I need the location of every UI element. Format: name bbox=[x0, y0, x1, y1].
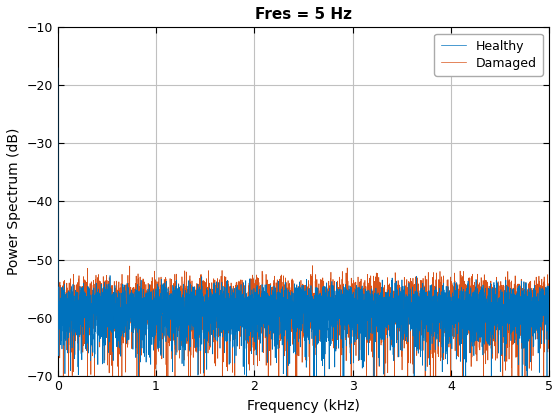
Damaged bbox=[349, 301, 356, 306]
Damaged bbox=[374, 271, 381, 276]
Damaged bbox=[54, 48, 61, 53]
Healthy bbox=[54, 66, 61, 71]
X-axis label: Frequency (kHz): Frequency (kHz) bbox=[247, 399, 360, 413]
Damaged bbox=[421, 313, 428, 318]
Healthy bbox=[349, 291, 356, 297]
Healthy bbox=[144, 318, 151, 323]
Damaged bbox=[144, 314, 151, 319]
Healthy bbox=[421, 285, 428, 290]
Damaged bbox=[459, 286, 465, 291]
Healthy bbox=[242, 315, 249, 320]
Damaged bbox=[242, 294, 249, 299]
Healthy bbox=[545, 302, 552, 307]
Line: Healthy: Healthy bbox=[58, 68, 549, 420]
Title: Fres = 5 Hz: Fres = 5 Hz bbox=[255, 7, 352, 22]
Y-axis label: Power Spectrum (dB): Power Spectrum (dB) bbox=[7, 128, 21, 275]
Legend: Healthy, Damaged: Healthy, Damaged bbox=[435, 34, 543, 76]
Line: Damaged: Damaged bbox=[58, 50, 549, 420]
Damaged bbox=[545, 318, 552, 323]
Healthy bbox=[459, 306, 465, 311]
Healthy bbox=[374, 302, 381, 307]
